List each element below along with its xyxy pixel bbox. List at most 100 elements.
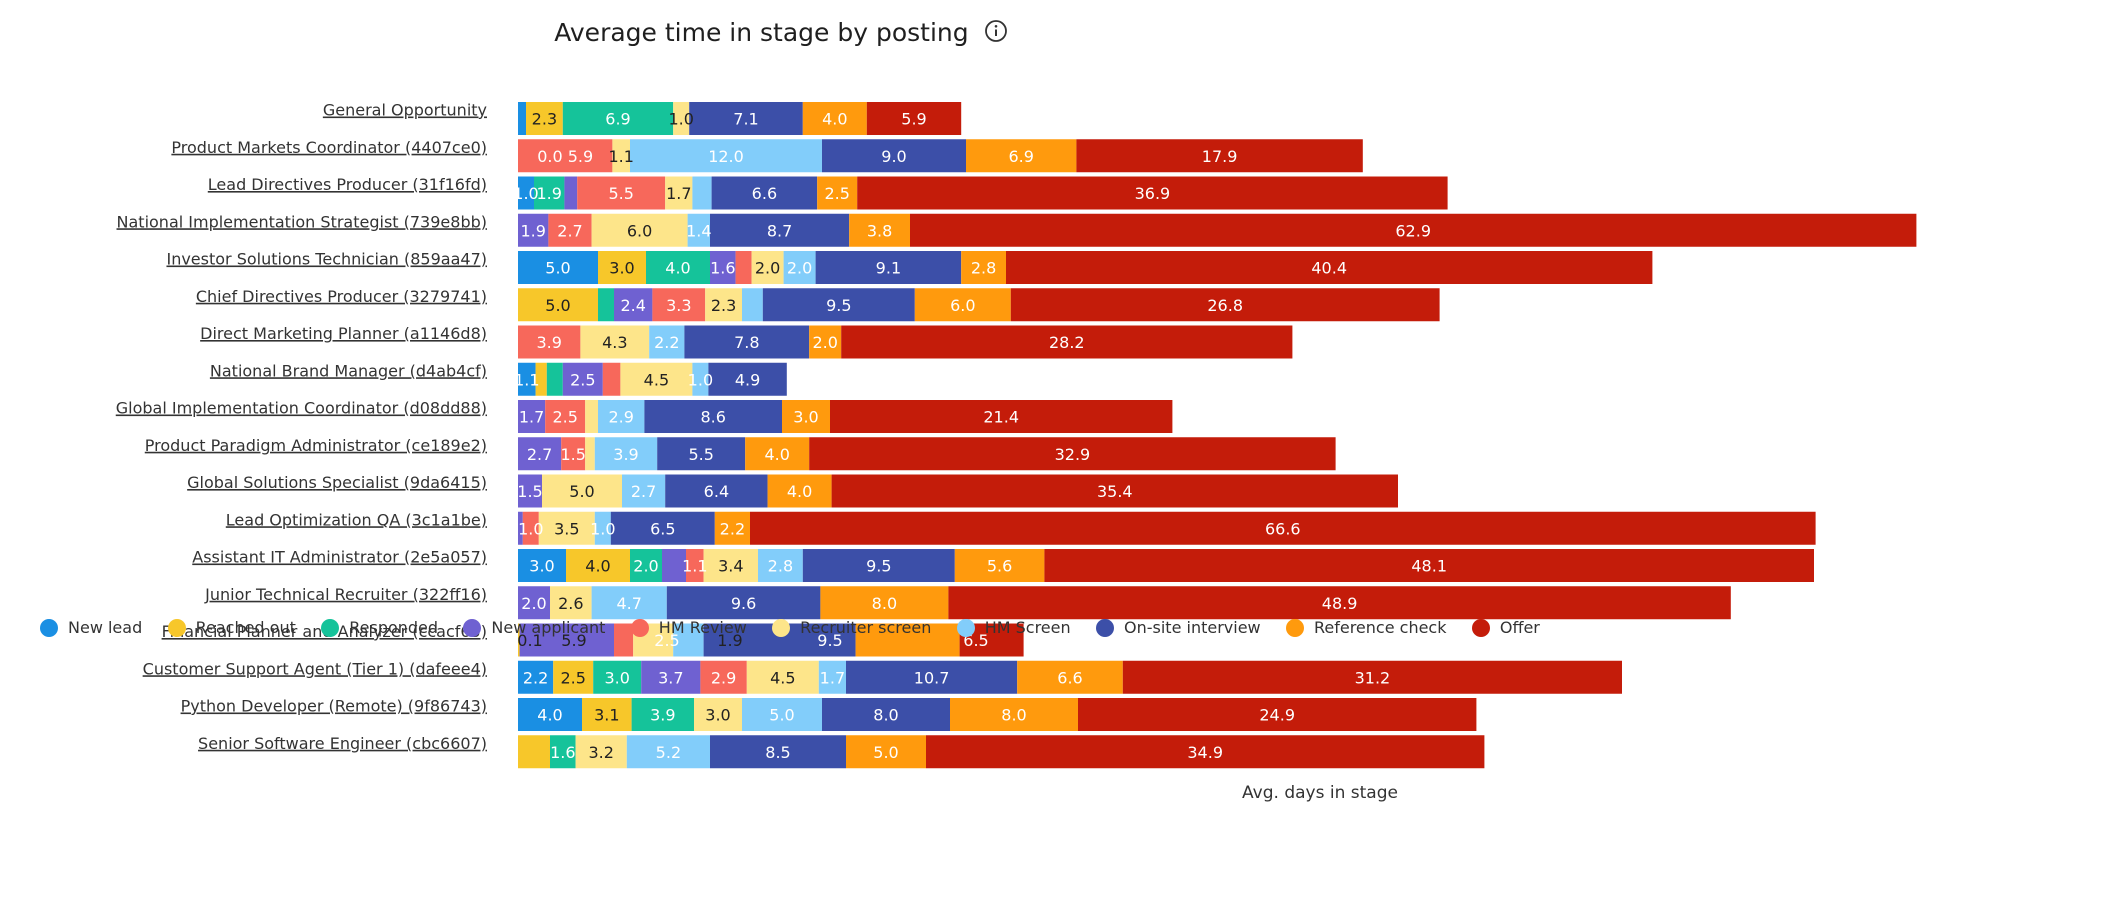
bar-segment[interactable] bbox=[954, 549, 1045, 582]
posting-label[interactable]: Customer Support Agent (Tier 1) (dafeee4… bbox=[143, 659, 487, 678]
posting-label[interactable]: Chief Directives Producer (3279741) bbox=[196, 287, 487, 306]
info-circle-icon[interactable] bbox=[984, 19, 1008, 47]
bar-segment[interactable] bbox=[758, 549, 803, 582]
bar-segment[interactable] bbox=[598, 288, 614, 322]
bar-segment[interactable] bbox=[598, 251, 646, 284]
bar-segment[interactable] bbox=[598, 400, 645, 433]
posting-label[interactable]: Lead Optimization QA (3c1a1be) bbox=[226, 510, 487, 529]
bar-segment[interactable] bbox=[846, 660, 1018, 694]
bar-segment[interactable] bbox=[802, 549, 955, 582]
bar-segment[interactable] bbox=[684, 325, 810, 359]
bar-segment[interactable] bbox=[585, 437, 595, 471]
bar-segment[interactable] bbox=[562, 362, 603, 396]
bar-segment[interactable] bbox=[705, 288, 742, 322]
bar-segment[interactable] bbox=[689, 102, 803, 135]
posting-label[interactable]: Global Implementation Coordinator (d08dd… bbox=[116, 399, 487, 418]
bar-segment[interactable] bbox=[1078, 698, 1477, 731]
posting-label[interactable]: Assistant IT Administrator (2e5a057) bbox=[192, 548, 487, 567]
bar-segment[interactable] bbox=[622, 474, 666, 508]
bar-segment[interactable] bbox=[542, 474, 622, 508]
bar-segment[interactable] bbox=[694, 698, 742, 731]
legend-item[interactable]: Responded bbox=[321, 618, 438, 637]
legend-item[interactable]: HM Screen bbox=[956, 618, 1071, 637]
posting-label[interactable]: Investor Solutions Technician (859aa47) bbox=[166, 250, 487, 269]
bar-segment[interactable] bbox=[575, 735, 627, 769]
bar-segment[interactable] bbox=[700, 660, 747, 694]
bar-segment[interactable] bbox=[518, 288, 598, 322]
bar-segment[interactable] bbox=[762, 288, 915, 322]
bar-segment[interactable] bbox=[522, 511, 539, 545]
bar-segment[interactable] bbox=[594, 437, 658, 471]
bar-segment[interactable] bbox=[518, 586, 550, 620]
bar-segment[interactable] bbox=[822, 139, 966, 173]
bar-segment[interactable] bbox=[815, 251, 962, 284]
bar-segment[interactable] bbox=[646, 251, 710, 284]
bar-segment[interactable] bbox=[687, 213, 710, 247]
bar-segment[interactable] bbox=[818, 660, 846, 694]
bar-segment[interactable] bbox=[545, 400, 586, 433]
bar-segment[interactable] bbox=[548, 213, 592, 247]
bar-segment[interactable] bbox=[692, 362, 709, 396]
bar-segment[interactable] bbox=[767, 474, 832, 508]
legend-item[interactable]: Offer bbox=[1471, 618, 1540, 637]
bar-segment[interactable] bbox=[612, 139, 630, 173]
bar-segment[interactable] bbox=[564, 176, 578, 210]
bar-segment[interactable] bbox=[534, 176, 565, 210]
legend-item[interactable]: On-site interview bbox=[1096, 618, 1261, 637]
bar-segment[interactable] bbox=[591, 213, 688, 247]
bar-segment[interactable] bbox=[1044, 549, 1814, 582]
bar-segment[interactable] bbox=[610, 511, 715, 545]
bar-segment[interactable] bbox=[745, 437, 810, 471]
bar-segment[interactable] bbox=[710, 251, 736, 284]
bar-segment[interactable] bbox=[686, 549, 704, 582]
bar-segment[interactable] bbox=[1076, 139, 1363, 173]
bar-segment[interactable] bbox=[630, 139, 822, 173]
bar-segment[interactable] bbox=[866, 102, 962, 135]
bar-segment[interactable] bbox=[711, 176, 818, 210]
legend-item[interactable]: New applicant bbox=[463, 618, 605, 637]
bar-segment[interactable] bbox=[518, 213, 549, 247]
bar-segment[interactable] bbox=[614, 288, 653, 322]
bar-segment[interactable] bbox=[809, 325, 842, 359]
bar-segment[interactable] bbox=[535, 362, 547, 396]
bar-segment[interactable] bbox=[782, 400, 830, 433]
bar-segment[interactable] bbox=[593, 660, 642, 694]
bar-segment[interactable] bbox=[662, 549, 686, 582]
posting-label[interactable]: National Implementation Strategist (739e… bbox=[117, 212, 487, 231]
bar-segment[interactable] bbox=[857, 176, 1448, 210]
posting-label[interactable]: Lead Directives Producer (31f16fd) bbox=[208, 175, 487, 194]
bar-segment[interactable] bbox=[665, 474, 768, 508]
bar-segment[interactable] bbox=[518, 511, 523, 545]
bar-segment[interactable] bbox=[708, 362, 787, 396]
bar-segment[interactable] bbox=[809, 437, 1336, 471]
bar-segment[interactable] bbox=[631, 698, 694, 731]
bar-segment[interactable] bbox=[518, 102, 526, 135]
posting-label[interactable]: Direct Marketing Planner (a1146d8) bbox=[200, 324, 487, 343]
posting-label[interactable]: Product Markets Coordinator (4407ce0) bbox=[171, 138, 487, 157]
posting-label[interactable]: Junior Technical Recruiter (322ff16) bbox=[204, 585, 487, 604]
bar-segment[interactable] bbox=[750, 511, 1816, 545]
legend-item[interactable]: HM Review bbox=[630, 618, 747, 637]
bar-segment[interactable] bbox=[518, 400, 546, 433]
bar-segment[interactable] bbox=[673, 102, 690, 135]
bar-segment[interactable] bbox=[602, 362, 621, 396]
posting-label[interactable]: Product Paradigm Administrator (ce189e2) bbox=[145, 436, 487, 455]
bar-segment[interactable] bbox=[1017, 660, 1123, 694]
bar-segment[interactable] bbox=[580, 325, 650, 359]
bar-segment[interactable] bbox=[553, 660, 594, 694]
bar-segment[interactable] bbox=[948, 586, 1731, 620]
bar-segment[interactable] bbox=[831, 474, 1398, 508]
bar-segment[interactable] bbox=[735, 251, 752, 284]
bar-segment[interactable] bbox=[518, 698, 582, 731]
bar-segment[interactable] bbox=[562, 102, 674, 135]
bar-segment[interactable] bbox=[561, 437, 586, 471]
bar-segment[interactable] bbox=[626, 735, 710, 769]
bar-segment[interactable] bbox=[841, 325, 1293, 359]
bar-segment[interactable] bbox=[657, 437, 746, 471]
posting-label[interactable]: General Opportunity bbox=[323, 101, 487, 120]
bar-segment[interactable] bbox=[518, 251, 598, 284]
bar-segment[interactable] bbox=[665, 176, 693, 210]
bar-segment[interactable] bbox=[703, 549, 758, 582]
bar-segment[interactable] bbox=[710, 735, 846, 769]
bar-segment[interactable] bbox=[910, 213, 1917, 247]
